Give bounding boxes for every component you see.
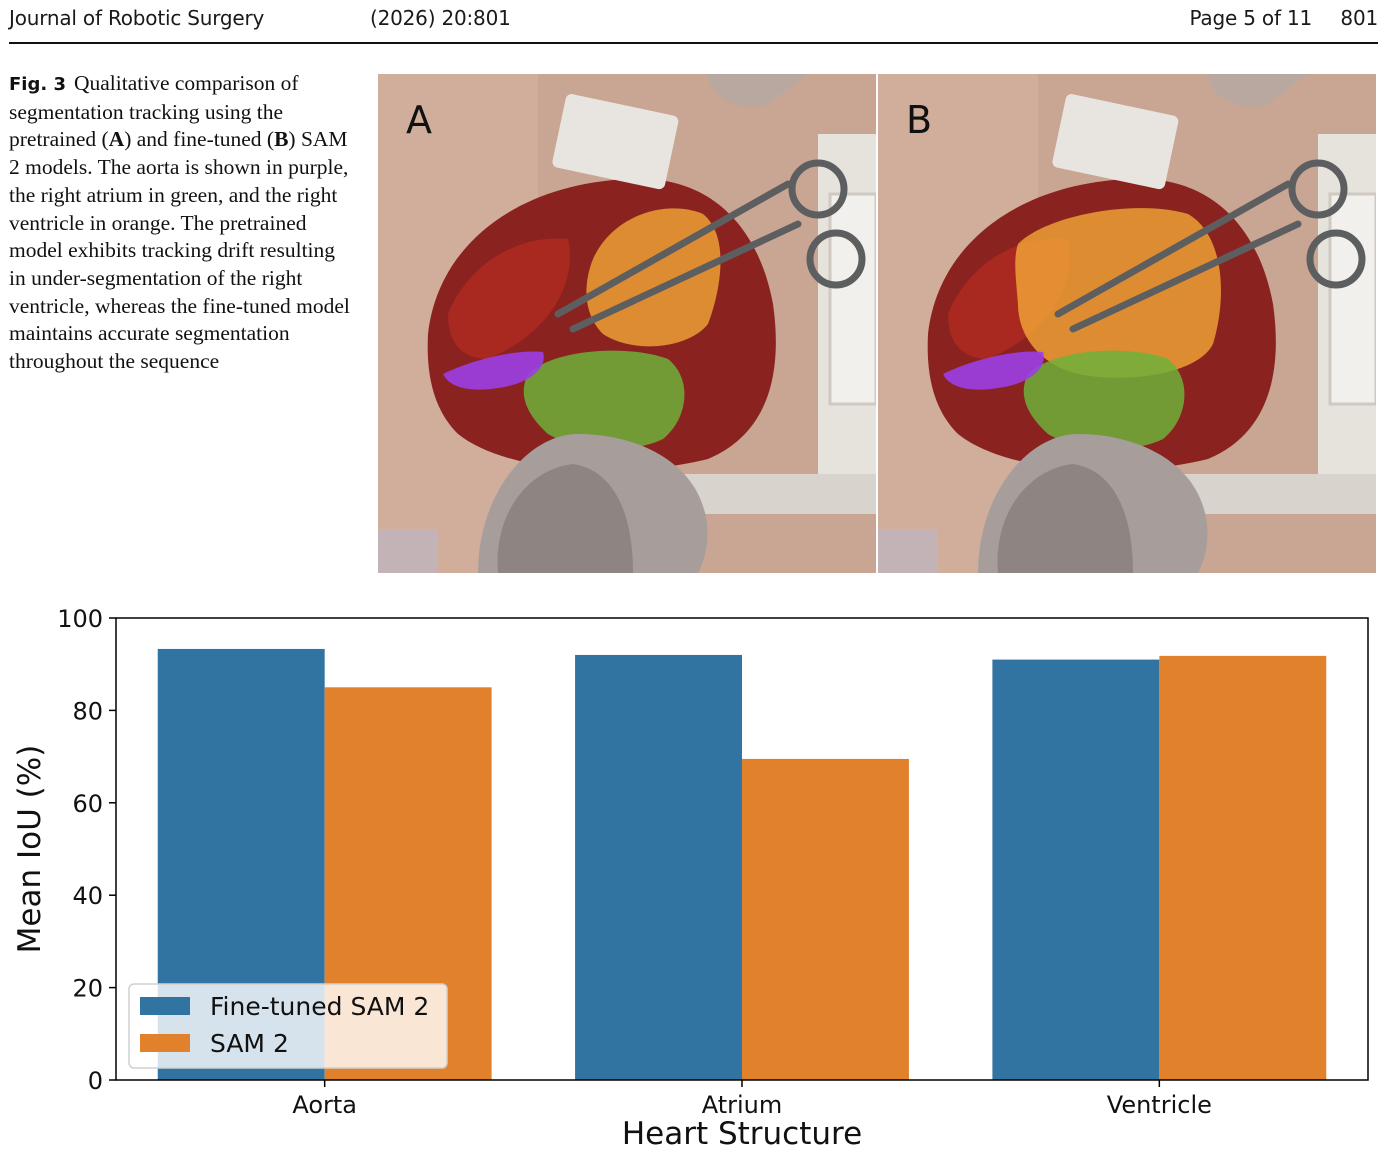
caption-ref-a: A (108, 127, 125, 152)
legend: Fine-tuned SAM 2 SAM 2 (128, 983, 448, 1069)
panel-label-a: A (406, 98, 432, 142)
legend-swatch-fine-tuned (140, 997, 190, 1015)
figure-caption: Fig. 3 Qualitative comparison of segmenta… (9, 70, 354, 376)
y-tick-label: 40 (72, 882, 103, 910)
segmentation-atrium-b (1023, 350, 1185, 450)
y-tick-label: 100 (57, 605, 103, 633)
legend-box (128, 983, 448, 1069)
surgical-scene-a (378, 74, 876, 573)
volume-info: (2026) 20:801 (370, 6, 511, 30)
caption-ref-b: B (274, 127, 289, 152)
running-head: Journal of Robotic Surgery (2026) 20:801… (9, 0, 1378, 44)
bar-ventricle-fine-tuned (992, 659, 1160, 1080)
bar-atrium-sam2 (742, 758, 909, 1080)
segmentation-aorta-a (443, 351, 544, 390)
segmentation-atrium-a (523, 350, 685, 450)
legend-label-fine-tuned: Fine-tuned SAM 2 (210, 992, 429, 1021)
segmentation-aorta-b (943, 351, 1044, 390)
page-indicator: Page 5 of 11 (1189, 6, 1312, 30)
bar-ventricle-sam2 (1159, 655, 1327, 1080)
x-axis-label: Heart Structure (622, 1116, 862, 1152)
y-tick-label: 60 (72, 790, 103, 818)
y-tick-label: 0 (88, 1067, 103, 1095)
x-tick-label: Ventricle (1107, 1091, 1212, 1119)
x-tick-label: Atrium (702, 1091, 783, 1119)
surgical-scene-b (878, 74, 1376, 573)
plot-frame (115, 617, 1369, 1081)
y-tick-label: 80 (72, 697, 103, 725)
article-number: 801 (1340, 6, 1378, 30)
bar-atrium-fine-tuned (575, 654, 742, 1080)
panel-label-b: B (906, 98, 933, 142)
journal-title: Journal of Robotic Surgery (9, 6, 265, 30)
legend-label-sam2: SAM 2 (210, 1029, 289, 1058)
x-tick-label: Aorta (292, 1091, 357, 1119)
caption-text-2: ) and fine-tuned ( (124, 127, 275, 152)
legend-swatch-sam2 (140, 1034, 190, 1052)
caption-text-1: Qualitative comparison of segmentation t… (9, 71, 299, 152)
y-tick-label: 20 (72, 975, 103, 1003)
caption-text-3: ) SAM 2 models. The aorta is shown in pu… (9, 127, 350, 374)
figure-label: Fig. 3 (9, 74, 66, 95)
surgical-image-panel-b: B (878, 74, 1376, 573)
surgical-image-panel-a: A (378, 74, 876, 573)
y-axis-label: Mean IoU (%) (12, 745, 48, 954)
iou-bar-chart: 0 20 40 60 80 100 Aorta Atrium Ventricle Heart … (12, 605, 1369, 1152)
